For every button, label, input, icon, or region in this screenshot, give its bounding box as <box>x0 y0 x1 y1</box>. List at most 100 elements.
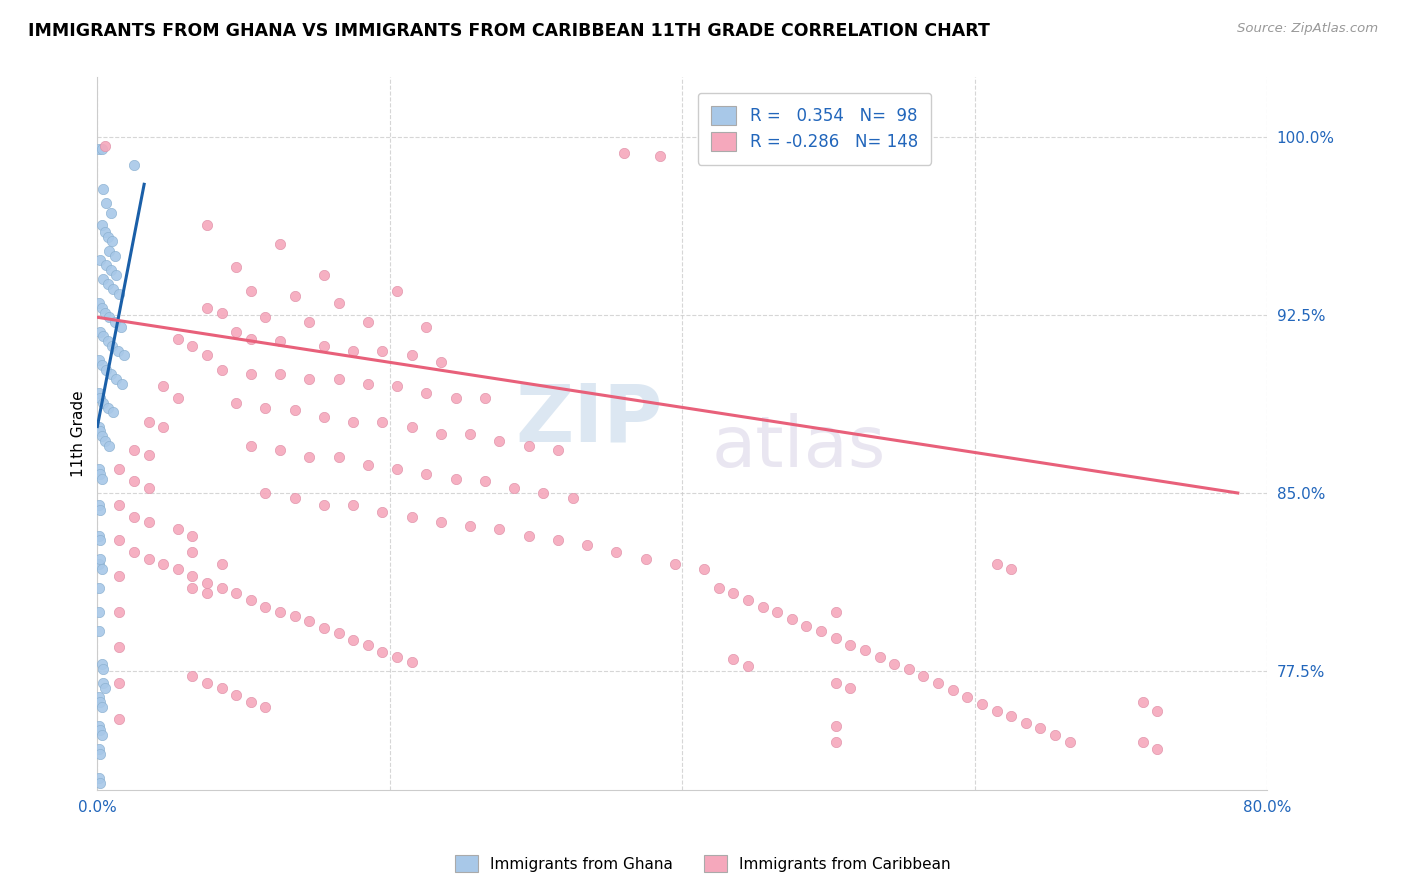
Point <box>195 301 218 315</box>
Point <box>166 332 188 346</box>
Point <box>152 419 174 434</box>
Point <box>1043 728 1066 742</box>
Point <box>942 683 965 698</box>
Point <box>1132 735 1154 749</box>
Point <box>401 509 423 524</box>
Point <box>97 401 120 415</box>
Point <box>93 305 115 319</box>
Point <box>91 329 114 343</box>
Point <box>89 695 111 709</box>
Point <box>181 339 204 353</box>
Point <box>122 158 145 172</box>
Point <box>284 491 307 505</box>
Point <box>89 467 111 481</box>
Point <box>89 552 111 566</box>
Point <box>650 149 672 163</box>
Point <box>269 334 291 348</box>
Point <box>385 284 408 298</box>
Point <box>87 558 110 572</box>
Point <box>87 296 110 310</box>
Point <box>105 372 128 386</box>
Point <box>225 396 247 410</box>
Point <box>824 631 846 645</box>
Point <box>693 562 716 576</box>
Point <box>94 196 117 211</box>
Point <box>225 586 247 600</box>
Point <box>737 592 759 607</box>
Legend: R =   0.354   N=  98, R = -0.286   N= 148: R = 0.354 N= 98, R = -0.286 N= 148 <box>697 93 931 165</box>
Point <box>195 218 218 232</box>
Point <box>225 325 247 339</box>
Point <box>166 562 188 576</box>
Point <box>312 410 335 425</box>
Point <box>181 669 204 683</box>
Point <box>254 401 277 415</box>
Point <box>517 438 540 452</box>
Point <box>90 301 112 315</box>
Point <box>401 348 423 362</box>
Point <box>723 586 745 600</box>
Point <box>90 728 112 742</box>
Point <box>342 498 364 512</box>
Point <box>1015 716 1038 731</box>
Point <box>312 621 335 635</box>
Point <box>312 498 335 512</box>
Point <box>138 448 160 462</box>
Point <box>104 315 127 329</box>
Point <box>211 362 233 376</box>
Point <box>103 405 125 419</box>
Point <box>986 558 1008 572</box>
Point <box>211 681 233 695</box>
Point <box>385 649 408 664</box>
Point <box>401 655 423 669</box>
Point <box>1000 709 1022 723</box>
Point <box>90 472 112 486</box>
Point <box>90 142 112 156</box>
Point <box>269 605 291 619</box>
Point <box>284 609 307 624</box>
Point <box>371 645 394 659</box>
Point <box>284 289 307 303</box>
Point <box>108 462 131 476</box>
Point <box>824 735 846 749</box>
Point <box>531 486 554 500</box>
Point <box>93 139 115 153</box>
Point <box>100 262 122 277</box>
Point <box>269 236 291 251</box>
Point <box>112 348 135 362</box>
Point <box>869 649 891 664</box>
Point <box>751 599 773 614</box>
Point <box>122 474 145 488</box>
Point <box>87 142 110 156</box>
Point <box>89 723 111 738</box>
Point <box>1029 721 1052 735</box>
Point <box>122 509 145 524</box>
Point <box>101 339 124 353</box>
Point <box>105 268 128 282</box>
Point <box>138 515 160 529</box>
Point <box>371 505 394 519</box>
Point <box>90 358 112 372</box>
Point <box>89 502 111 516</box>
Point <box>87 690 110 705</box>
Point <box>298 315 321 329</box>
Point <box>488 434 510 448</box>
Point <box>839 681 862 695</box>
Point <box>385 379 408 393</box>
Point <box>108 569 131 583</box>
Point <box>853 642 876 657</box>
Point <box>87 462 110 476</box>
Point <box>138 552 160 566</box>
Point <box>87 353 110 368</box>
Point <box>89 253 111 268</box>
Point <box>89 747 111 762</box>
Point <box>613 146 636 161</box>
Point <box>94 362 117 376</box>
Point <box>766 605 789 619</box>
Point <box>87 771 110 785</box>
Point <box>166 391 188 405</box>
Point <box>444 391 467 405</box>
Point <box>89 775 111 789</box>
Point <box>312 268 335 282</box>
Point <box>357 458 380 472</box>
